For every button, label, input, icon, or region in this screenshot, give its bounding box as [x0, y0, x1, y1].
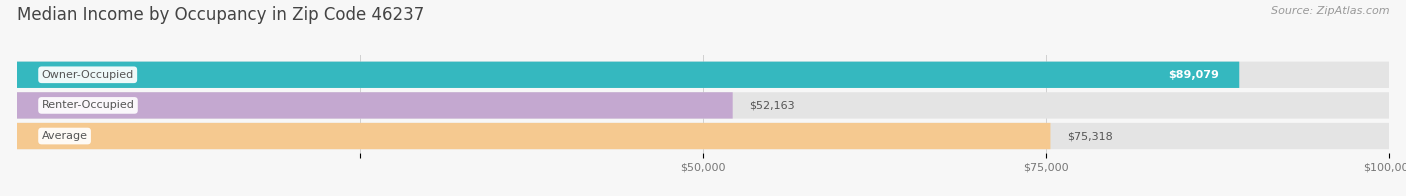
FancyBboxPatch shape: [17, 92, 733, 119]
Text: Source: ZipAtlas.com: Source: ZipAtlas.com: [1271, 6, 1389, 16]
Text: $52,163: $52,163: [749, 100, 794, 110]
Text: Median Income by Occupancy in Zip Code 46237: Median Income by Occupancy in Zip Code 4…: [17, 6, 425, 24]
FancyBboxPatch shape: [17, 123, 1050, 149]
Text: Average: Average: [42, 131, 87, 141]
Text: Renter-Occupied: Renter-Occupied: [42, 100, 135, 110]
FancyBboxPatch shape: [17, 62, 1239, 88]
FancyBboxPatch shape: [17, 123, 1389, 149]
Text: $75,318: $75,318: [1067, 131, 1112, 141]
Text: Owner-Occupied: Owner-Occupied: [42, 70, 134, 80]
FancyBboxPatch shape: [17, 92, 1389, 119]
Text: $89,079: $89,079: [1168, 70, 1219, 80]
FancyBboxPatch shape: [17, 62, 1389, 88]
